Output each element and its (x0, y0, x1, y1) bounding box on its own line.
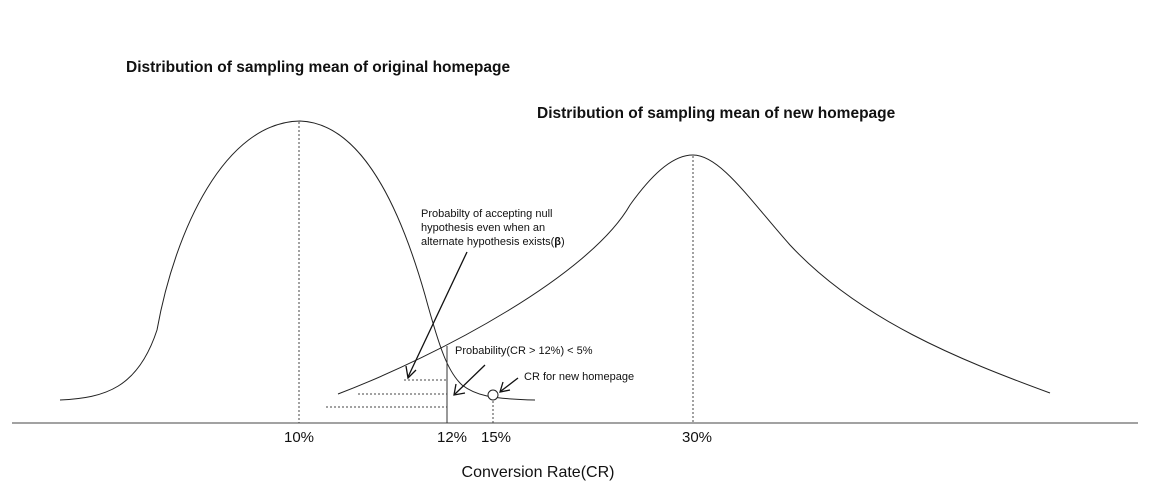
title-original-homepage: Distribution of sampling mean of origina… (126, 59, 510, 76)
beta-suffix: ) (561, 236, 565, 248)
alpha-arrow (453, 364, 486, 396)
title-new-homepage: Distribution of sampling mean of new hom… (537, 105, 896, 122)
beta-arrow (405, 251, 468, 380)
beta-annotation-line3: alternate hypothesis exists(β) (421, 236, 565, 248)
new-cr-marker (487, 389, 499, 401)
tick-label-10: 10% (284, 429, 314, 446)
beta-annotation-line2: hypothesis even when an (421, 222, 545, 234)
new-cr-annotation: CR for new homepage (524, 371, 634, 383)
beta-prefix: alternate hypothesis exists( (421, 236, 555, 248)
tick-label-12: 12% (437, 429, 467, 446)
x-axis-label: Conversion Rate(CR) (462, 464, 615, 481)
tick-label-30: 30% (682, 429, 712, 446)
tick-label-15: 15% (481, 429, 511, 446)
original-distribution-curve (59, 120, 536, 401)
new-cr-arrow (499, 377, 519, 393)
alpha-annotation: Probability(CR > 12%) < 5% (455, 345, 593, 357)
beta-symbol: β (554, 236, 561, 248)
new-distribution-curve (337, 154, 1051, 395)
beta-annotation-line1: Probabilty of accepting null (421, 208, 552, 220)
